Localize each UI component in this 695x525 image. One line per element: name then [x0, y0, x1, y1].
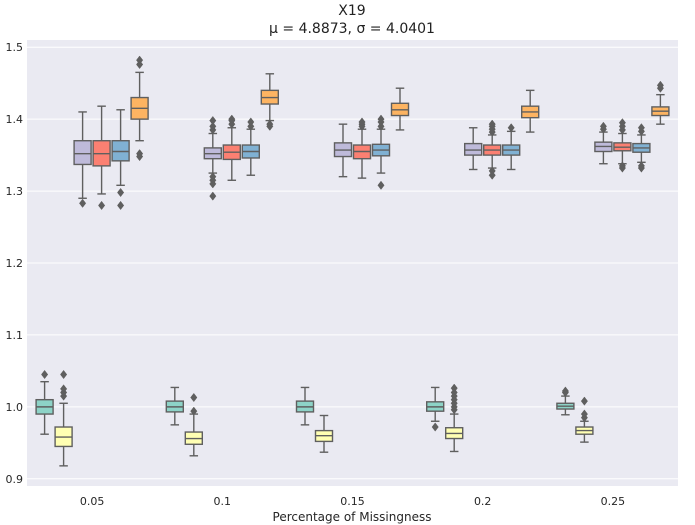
x-axis-label: Percentage of Missingness — [273, 510, 432, 524]
y-tick-label: 0.9 — [6, 473, 24, 486]
box-iqr — [111, 140, 130, 162]
box-series-1-0.2 — [426, 386, 445, 432]
y-tick-label: 1.3 — [6, 185, 24, 198]
flier — [136, 55, 144, 65]
box-plots — [35, 55, 670, 467]
box-series-1-0.15 — [295, 386, 315, 426]
box-series-2-0.05 — [54, 369, 73, 467]
box-series-6-0.25 — [651, 80, 670, 125]
flier — [618, 118, 626, 128]
flier — [209, 121, 217, 131]
flier — [190, 406, 198, 416]
box-series-5-0.15 — [371, 114, 391, 190]
box-series-3-0.05 — [73, 111, 92, 208]
flier — [266, 121, 274, 131]
box-series-2-0.25 — [575, 396, 594, 443]
flier — [377, 114, 385, 124]
flier — [79, 198, 87, 208]
box-series-4-0.2 — [483, 119, 502, 180]
box-series-3-0.2 — [464, 127, 483, 171]
flier — [618, 163, 626, 173]
flier — [209, 115, 217, 126]
flier — [488, 119, 496, 129]
box-series-3-0.1 — [203, 115, 223, 201]
box-series-6-0.1 — [260, 73, 279, 131]
box-iqr — [464, 142, 483, 156]
flier — [60, 369, 68, 380]
flier — [580, 409, 588, 419]
gridlines — [27, 46, 678, 480]
flier — [117, 187, 125, 198]
flier — [580, 396, 588, 406]
flier — [60, 384, 68, 394]
x-axis-ticks: 0.05 0.1 0.15 0.2 0.25 — [80, 495, 625, 508]
box-series-4-0.15 — [352, 117, 372, 179]
y-tick-label: 1.5 — [6, 41, 24, 54]
chart-title-line1: X19 — [338, 3, 365, 19]
flier — [190, 392, 198, 403]
chart-title-line2: μ = 4.8873, σ = 4.0401 — [269, 21, 435, 37]
flier — [41, 369, 49, 380]
box-series-6-0.15 — [390, 87, 410, 131]
box-series-3-0.25 — [594, 121, 613, 165]
box-series-2-0.2 — [445, 383, 464, 453]
x-tick-label: 0.2 — [474, 495, 492, 508]
flier — [98, 200, 106, 211]
flier — [377, 180, 385, 190]
box-series-5-0.05 — [111, 109, 130, 211]
box-series-3-0.15 — [333, 123, 353, 178]
flier — [431, 422, 439, 432]
flier — [507, 123, 515, 133]
box-series-6-0.2 — [521, 89, 540, 133]
x-tick-label: 0.1 — [214, 495, 232, 508]
flier — [450, 383, 458, 393]
box-series-2-0.1 — [184, 392, 204, 457]
flier — [488, 170, 496, 180]
box-series-1-0.05 — [35, 369, 54, 435]
y-tick-label: 1.1 — [6, 329, 24, 342]
flier — [561, 386, 569, 396]
flier — [656, 80, 664, 90]
box-series-4-0.05 — [92, 105, 111, 211]
y-axis-ticks: 0.9 1.0 1.1 1.2 1.3 1.4 1.5 — [6, 41, 24, 486]
y-tick-label: 1.2 — [6, 257, 24, 270]
box-series-4-0.1 — [222, 114, 242, 181]
flier — [209, 179, 217, 189]
flier — [209, 191, 217, 201]
flier — [637, 163, 645, 173]
flier — [247, 117, 255, 127]
box-series-4-0.25 — [613, 118, 632, 173]
flier — [358, 117, 366, 127]
box-series-1-0.1 — [165, 386, 185, 426]
y-tick-label: 1.4 — [6, 113, 24, 126]
box-series-5-0.1 — [241, 117, 261, 176]
flier — [637, 123, 645, 133]
flier — [599, 121, 607, 131]
x-tick-label: 0.25 — [601, 495, 626, 508]
box-series-1-0.25 — [556, 386, 575, 416]
box-iqr — [73, 140, 92, 166]
flier — [117, 200, 125, 211]
x-tick-label: 0.15 — [340, 495, 365, 508]
box-series-6-0.05 — [130, 55, 149, 162]
x-tick-label: 0.05 — [80, 495, 105, 508]
box-series-2-0.15 — [314, 414, 334, 453]
box-series-5-0.25 — [632, 123, 651, 173]
y-tick-label: 1.0 — [6, 401, 24, 414]
flier — [136, 151, 144, 162]
flier — [228, 114, 236, 124]
box-series-5-0.2 — [502, 123, 521, 171]
